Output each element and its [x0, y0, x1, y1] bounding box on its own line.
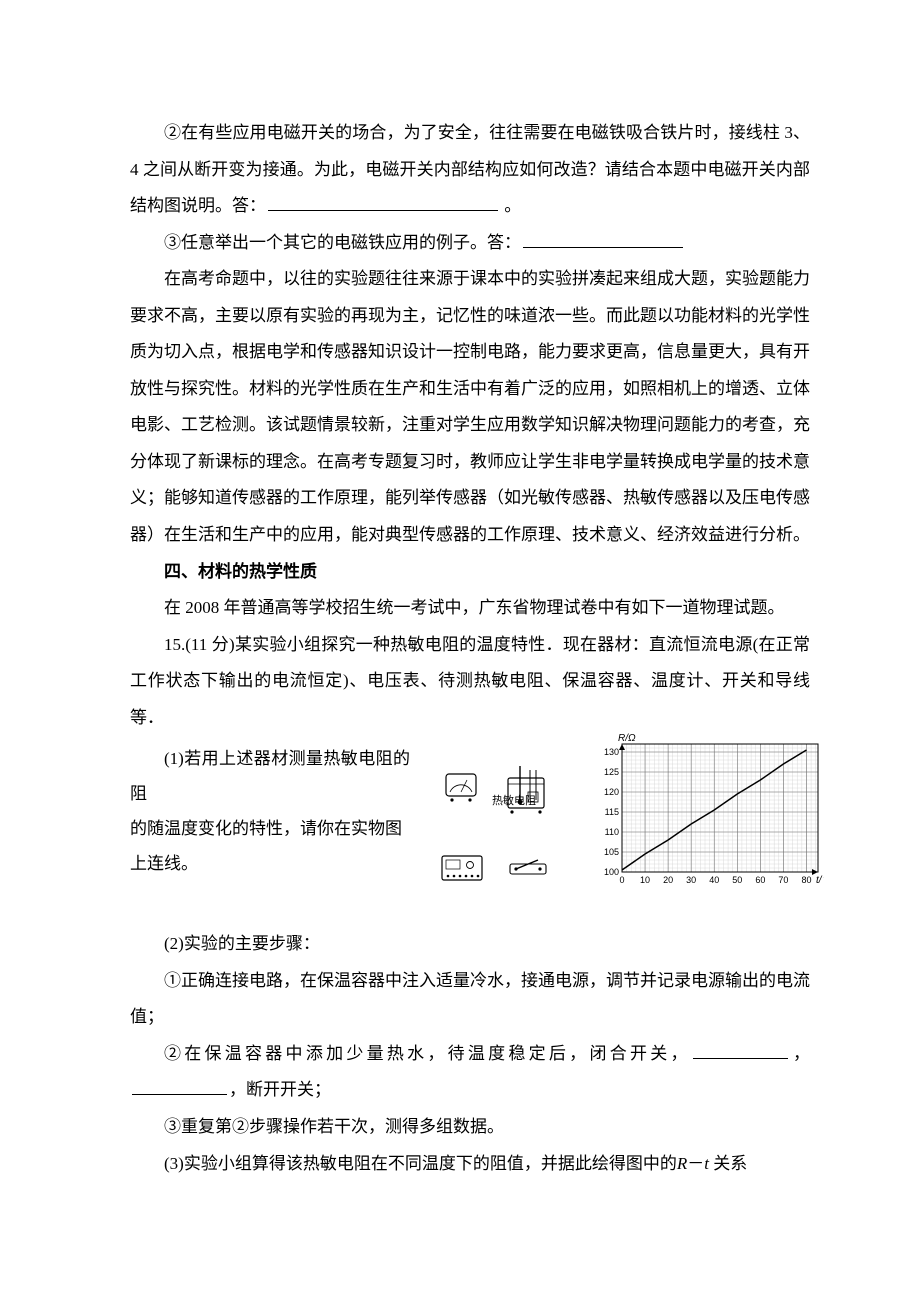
answer-blank-3: [693, 1041, 788, 1059]
answer-blank-2: [523, 230, 683, 248]
q1-line-a: (1)若用上述器材测量热敏电阻的阻: [130, 742, 410, 812]
heading-text: 四、材料的热学性质: [164, 562, 317, 581]
text: ②在保温容器中添加少量热水，待温度稳定后，闭合开关，: [164, 1044, 691, 1063]
q1-line-b: 的随温度变化的特性，请你在实物图: [130, 812, 410, 847]
question-2-heading: (2)实验的主要步骤：: [130, 926, 810, 963]
svg-text:70: 70: [778, 875, 788, 885]
text: (3)实验小组算得该热敏电阻在不同温度下的阻值，并据此绘得图中的: [164, 1154, 677, 1173]
thermistor-label: 热敏电阻: [492, 793, 536, 807]
q1-line-c: 上连线。: [130, 847, 410, 882]
rt-chart: 0 10 20 30 40 50 60 70 80 100 105 110 115 120 125 130 R/…: [594, 730, 824, 904]
svg-text:110: 110: [605, 827, 619, 837]
svg-text:20: 20: [663, 875, 673, 885]
svg-text:80: 80: [801, 875, 811, 885]
switch-icon: [510, 860, 546, 874]
question-15-stem: 15.(11 分)某实验小组探究一种热敏电阻的温度特性．现在器材：直流恒流电源(…: [130, 627, 810, 737]
document-page: ②在有些应用电磁开关的场合，为了安全，往往需要在电磁铁吸合铁片时，接线柱 3、4…: [0, 0, 920, 1302]
answer-blank-1: [268, 193, 498, 211]
intro-2008-exam: 在 2008 年普通高等学校招生统一考试中，广东省物理试卷中有如下一道物理试题。: [130, 590, 810, 627]
power-supply-icon: [442, 856, 482, 880]
text: ③任意举出一个其它的电磁铁应用的例子。答：: [164, 233, 521, 252]
question-3: (3)实验小组算得该热敏电阻在不同温度下的阻值，并据此绘得图中的R－t 关系: [130, 1146, 810, 1183]
svg-text:10: 10: [640, 875, 650, 885]
paragraph-q3: ③任意举出一个其它的电磁铁应用的例子。答：: [130, 225, 810, 262]
svg-text:R/Ω: R/Ω: [618, 733, 636, 744]
commentary-paragraph: 在高考命题中，以往的实验题往往来源于课本中的实验拼凑起来组成大题，实验题能力要求…: [130, 261, 810, 553]
svg-text:115: 115: [605, 807, 619, 817]
question-1-text: (1)若用上述器材测量热敏电阻的阻 的随温度变化的特性，请你在实物图 上连线。: [130, 742, 410, 881]
step-1: ①正确连接电路，在保温容器中注入适量冷水，接通电源，调节并记录电源输出的电流值；: [130, 963, 810, 1036]
circuit-devices: 热敏电阻: [440, 760, 560, 924]
text: 。: [500, 196, 521, 215]
svg-text:105: 105: [604, 847, 619, 857]
text: ，断开开关；: [229, 1080, 331, 1099]
svg-text:130: 130: [604, 747, 619, 757]
answer-blank-4: [132, 1077, 227, 1095]
step-2: ②在保温容器中添加少量热水，待温度稳定后，闭合开关， ， ，断开开关；: [130, 1036, 810, 1109]
svg-text:0: 0: [619, 875, 624, 885]
svg-text:50: 50: [732, 875, 742, 885]
paragraph-q2: ②在有些应用电磁开关的场合，为了安全，往往需要在电磁铁吸合铁片时，接线柱 3、4…: [130, 115, 810, 225]
text: ，: [790, 1044, 810, 1063]
svg-text:30: 30: [686, 875, 696, 885]
voltmeter-icon: [446, 774, 476, 802]
svg-text:60: 60: [755, 875, 765, 885]
svg-text:100: 100: [604, 867, 619, 877]
rt-chart-svg: 0 10 20 30 40 50 60 70 80 100 105 110 115 120 125 130 R/…: [594, 730, 824, 890]
svg-text:t/℃: t/℃: [816, 875, 824, 886]
step-3: ③重复第②步骤操作若干次，测得多组数据。: [130, 1109, 810, 1146]
devices-svg: 热敏电阻: [440, 760, 570, 910]
text: 关系: [709, 1154, 747, 1173]
figure-zone: (1)若用上述器材测量热敏电阻的阻 的随温度变化的特性，请你在实物图 上连线。: [130, 742, 810, 922]
svg-text:40: 40: [709, 875, 719, 885]
dash: －: [687, 1154, 704, 1173]
heading-section-4: 四、材料的热学性质: [130, 554, 810, 591]
svg-text:125: 125: [604, 767, 619, 777]
var-R: R: [677, 1154, 687, 1173]
svg-text:120: 120: [604, 787, 619, 797]
